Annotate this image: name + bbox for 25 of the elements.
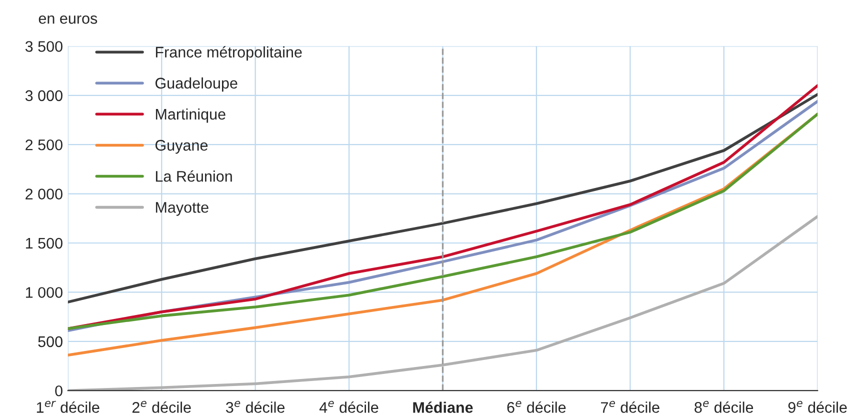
y-tick-label: 500 [38,336,62,348]
legend-label: Guadeloupe [155,77,238,92]
x-tick-label: 1$^{er}$ décile [36,400,100,413]
x-tick-label: 7$^{e}$ décile [601,400,660,413]
y-tick-label: 2 500 [26,139,62,150]
x-tick-label: 9$^{e}$ décile [788,400,847,413]
x-tick-label: Médiane [413,402,473,413]
x-tick-label: 8$^{e}$ décile [694,400,754,413]
y-tick-label: 1 500 [26,238,62,249]
legend-label: France métropolitaine [156,46,302,61]
x-tick-label: 6$^{e}$ décile [507,400,566,413]
legend-label: Martinique [156,108,226,123]
legend-label: Guyane [155,140,208,154]
y-tick-label: 2 000 [26,188,62,200]
legend-label: La Réunion [156,170,232,182]
x-tick-label: 3$^{e}$ décile [226,400,285,413]
legend-label: Mayotte [156,202,208,216]
y-tick-label: 1 000 [26,287,62,298]
line-series [68,215,818,391]
y-tick-label: 3 500 [25,41,62,52]
x-tick-label: 4$^{e}$ décile [319,400,378,413]
y-tick-label: 0 [55,385,62,396]
x-tick-label: 2$^{e}$ décile [132,400,191,413]
y-tick-label: 3 000 [25,90,62,102]
y-axis-title: en euros [38,15,98,24]
